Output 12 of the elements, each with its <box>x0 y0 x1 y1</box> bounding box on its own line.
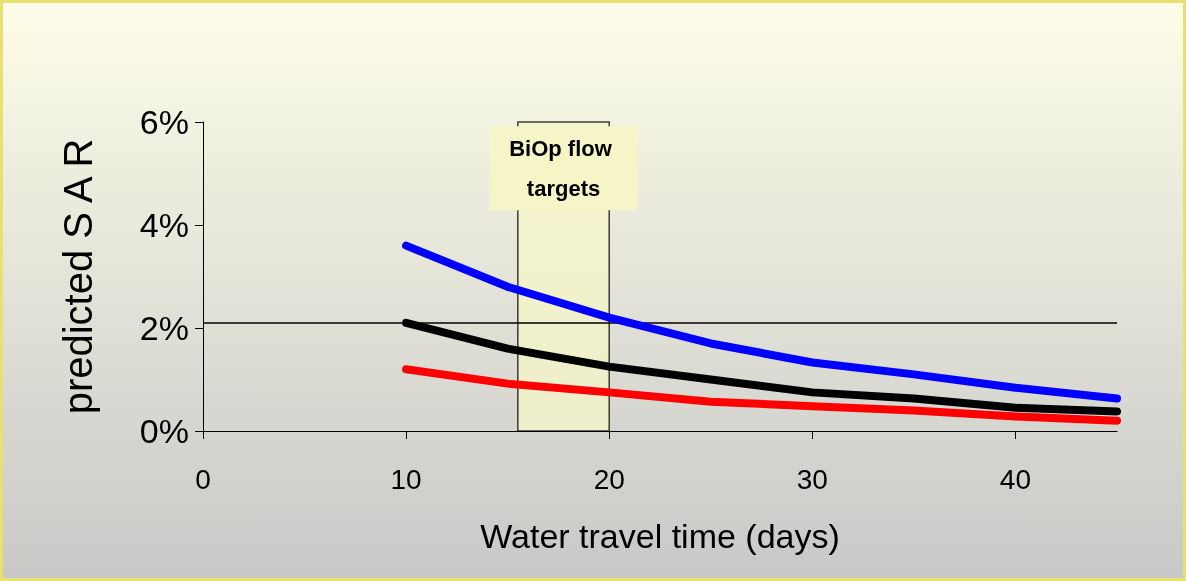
x-tick-label: 10 <box>390 463 422 495</box>
x-tick-label: 0 <box>195 463 211 495</box>
y-tick-label: 2% <box>139 309 189 347</box>
band-label: BiOp flow targets <box>509 135 618 201</box>
y-tick-label: 6% <box>139 103 189 141</box>
x-axis-title: Water travel time (days) <box>480 517 840 555</box>
x-tick-label: 40 <box>999 463 1032 495</box>
x-tick-label: 20 <box>593 463 625 495</box>
x-tick-label: 30 <box>796 463 828 495</box>
y-tick-label: 4% <box>139 206 189 244</box>
y-axis-title: predicted S A R <box>56 138 100 415</box>
y-tick-label: 0% <box>139 412 189 450</box>
